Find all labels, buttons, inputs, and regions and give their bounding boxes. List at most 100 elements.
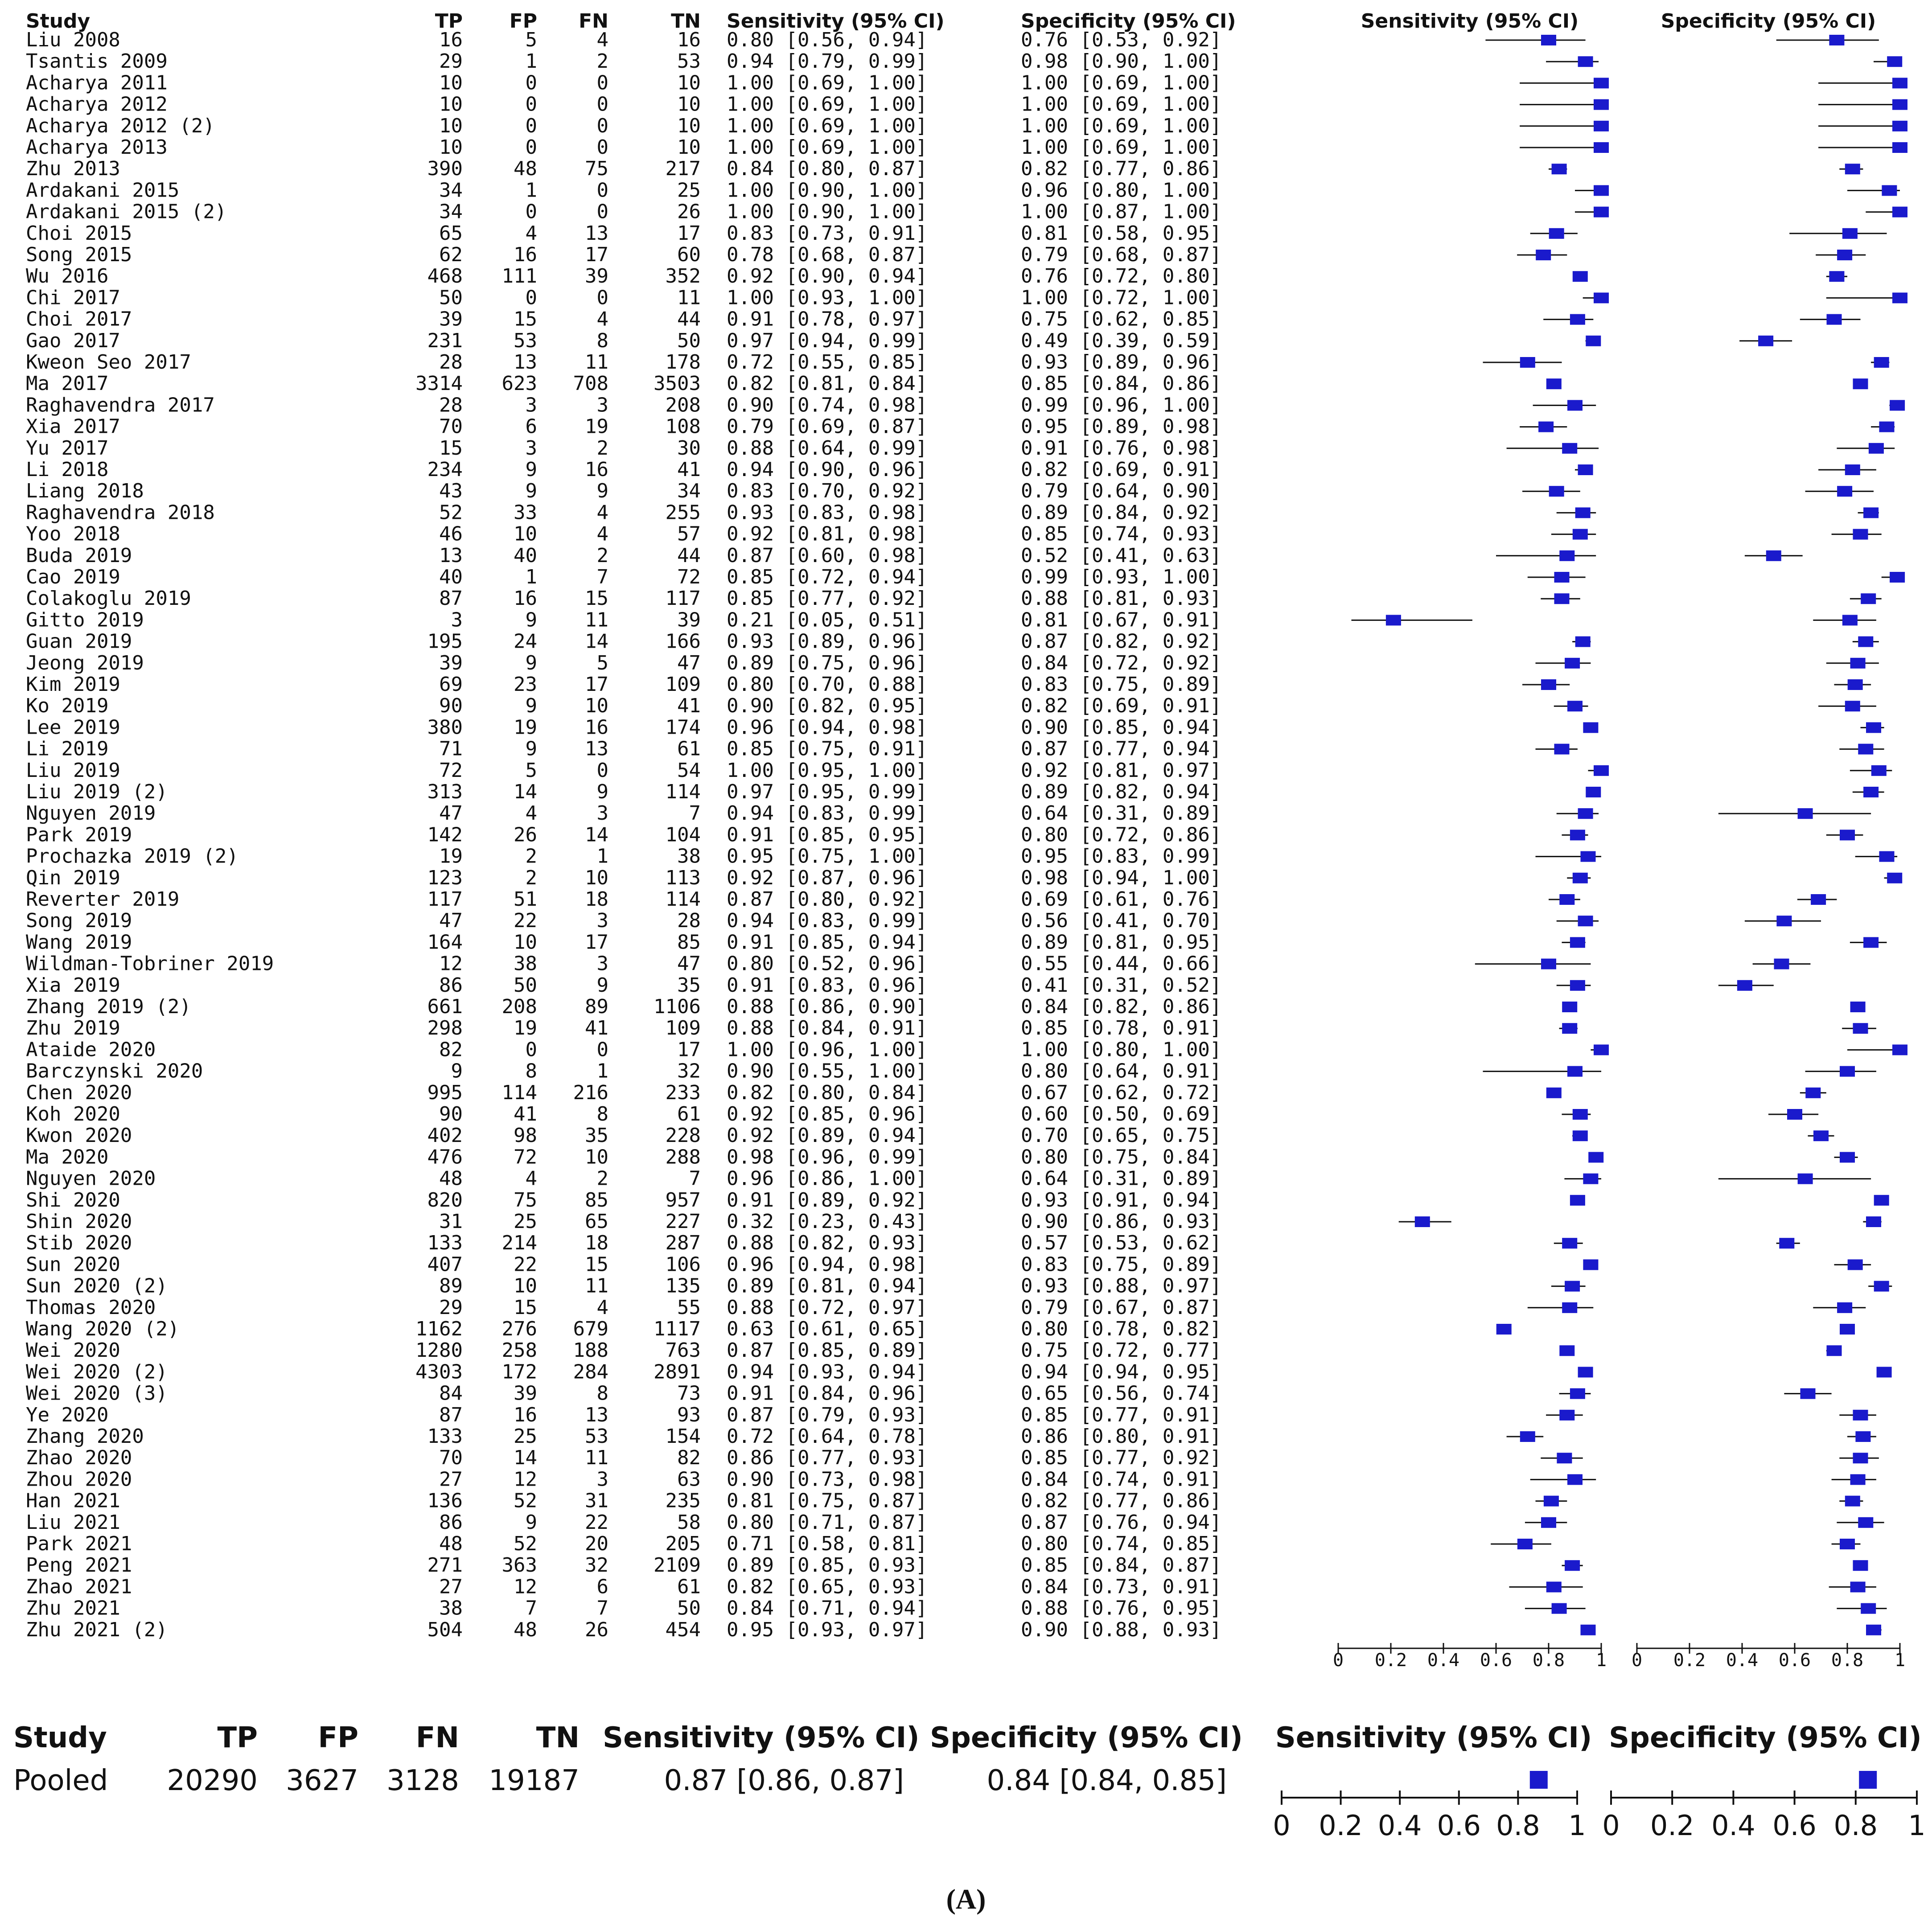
tn-value: 93 [677,1404,701,1426]
tn-value: 454 [666,1618,701,1641]
sensitivity-ci-text: 0.80 [0.52, 0.96] [727,953,927,975]
fn-value: 216 [573,1081,608,1104]
table-row: Ardakani 2015 (2) 34 0 0 26 1.00 [0.90, 1.00]… [26,201,1221,223]
tn-value: 17 [677,222,701,245]
tn-value: 1106 [654,995,701,1018]
sensitivity-ci-text: 0.95 [0.93, 0.97] [727,1618,927,1641]
specificity-ci-text: 1.00 [0.69, 1.00] [1021,71,1221,94]
fp-value: 208 [502,995,537,1018]
fp-value: 51 [514,888,537,911]
tn-value: 44 [677,308,701,331]
fn-value: 0 [597,759,609,782]
point-estimate-marker [1863,507,1879,518]
fn-value: 1 [597,1060,609,1083]
study-name: Lee 2019 [26,716,120,739]
specificity-ci-text: 0.85 [0.74, 0.93] [1021,523,1221,546]
x-tick-label: 0.8 [1831,1650,1863,1671]
specificity-ci-text: 1.00 [0.80, 1.00] [1021,1038,1221,1061]
table-row: Koh 2020 90 41 8 61 0.92 [0.85, 0.96] 0.60 [0.… [26,1103,1221,1125]
tn-value: 117 [666,587,701,610]
sensitivity-ci-text: 1.00 [0.69, 1.00] [727,136,927,159]
table-row: Xia 2017 70 6 19 108 0.79 [0.69, 0.87] 0.95 [0… [26,415,1221,438]
fn-value: 0 [597,201,609,223]
tp-value: 10 [439,115,463,137]
tn-value: 1117 [654,1318,701,1340]
table-row: Ardakani 2015 34 1 0 25 1.00 [0.90, 1.00] 0.96… [26,179,1221,201]
pooled-specificity-plot: 0 0.2 0.4 0.6 0.8 1 [1602,1771,1926,1842]
fp-value: 25 [514,1425,537,1448]
fn-value: 0 [597,115,609,137]
study-name: Han 2021 [26,1490,120,1512]
table-row: Reverter 2019 117 51 18 114 0.87 [0.80, 0.92]… [26,888,1221,911]
table-row: Zhu 2019 298 19 41 109 0.88 [0.84, 0.91] 0.85 … [26,1017,1221,1039]
point-estimate-marker [1572,271,1588,282]
fp-value: 10 [514,931,537,953]
tp-value: 46 [439,523,463,546]
table-row: Wildman-Tobriner 2019 12 38 3 47 0.80 [0.52, … [26,953,1221,975]
sensitivity-ci-text: 0.84 [0.80, 0.87] [727,157,927,180]
table-row: Yoo 2018 46 10 4 57 0.92 [0.81, 0.98] 0.85 [0.… [26,523,1221,546]
specificity-ci-text: 0.88 [0.76, 0.95] [1021,1597,1221,1620]
fn-value: 17 [585,243,608,266]
point-estimate-marker [1570,314,1585,325]
fp-value: 0 [526,71,538,94]
tn-value: 2109 [654,1554,701,1577]
fn-value: 2 [597,437,609,460]
fn-value: 11 [585,1275,608,1298]
study-name: Zhu 2019 [26,1017,120,1039]
fp-value: 10 [514,523,537,546]
tn-value: 38 [677,845,701,868]
specificity-ci-text: 0.91 [0.76, 0.98] [1021,437,1221,460]
sensitivity-ci-text: 0.91 [0.83, 0.96] [727,974,927,997]
tn-value: 957 [666,1189,701,1212]
fp-value: 3 [526,437,538,460]
tn-value: 50 [677,329,701,352]
study-name: Chi 2017 [26,286,120,309]
point-estimate-marker [1578,1367,1593,1378]
table-row: Qin 2019 123 2 10 113 0.92 [0.87, 0.96] 0.98 [… [26,867,1221,889]
point-estimate-marker [1890,572,1905,583]
pooled-tp: 20290 [167,1764,258,1797]
fp-value: 2 [526,867,538,889]
specificity-ci-text: 0.80 [0.72, 0.86] [1021,823,1221,846]
table-row: Wei 2020 1280 258 188 763 0.87 [0.85, 0.89] 0.… [26,1339,1221,1362]
fn-value: 4 [597,29,609,51]
point-estimate-marker [1850,1002,1866,1012]
sensitivity-ci-text: 0.91 [0.89, 0.92] [727,1189,927,1212]
tn-value: 113 [666,867,701,889]
x-tick-label: 1 [1596,1650,1607,1671]
sensitivity-ci-text: 0.89 [0.75, 0.96] [727,652,927,674]
point-estimate-marker [1859,1771,1877,1789]
tp-value: 82 [439,1038,463,1061]
point-estimate-marker [1826,1345,1842,1356]
pooled-tn: 19187 [489,1764,580,1797]
point-estimate-marker [1580,851,1596,862]
fp-value: 12 [514,1468,537,1491]
pooled-col-header-tp: TP [217,1721,258,1754]
tp-value: 3314 [415,372,463,395]
table-row: Choi 2017 39 15 4 44 0.91 [0.78, 0.97] 0.75 [0… [26,308,1221,331]
fn-value: 85 [585,1189,608,1212]
point-estimate-marker [1538,421,1554,432]
point-estimate-marker [1779,1238,1795,1249]
specificity-ci-text: 0.88 [0.81, 0.93] [1021,587,1221,610]
tp-value: 29 [439,1296,463,1319]
fn-value: 11 [585,1446,608,1469]
fp-value: 52 [514,1532,537,1555]
pooled-fp: 3627 [286,1764,358,1797]
specificity-ci-text: 0.80 [0.75, 0.84] [1021,1146,1221,1168]
specificity-ci-text: 0.81 [0.67, 0.91] [1021,608,1221,631]
point-estimate-marker [1551,1603,1567,1614]
tn-value: 30 [677,437,701,460]
fp-value: 41 [514,1103,537,1125]
col-header-specificity: Specificity (95% CI) [1021,10,1236,33]
fn-value: 679 [573,1318,608,1340]
tp-value: 19 [439,845,463,868]
table-row: Zhu 2021 38 7 7 50 0.84 [0.71, 0.94] 0.88 [0.7… [26,1597,1221,1620]
study-name: Liu 2019 [26,759,120,782]
fp-value: 15 [514,1296,537,1319]
point-estimate-marker [1549,486,1564,497]
fn-value: 53 [585,1425,608,1448]
specificity-ci-text: 0.83 [0.75, 0.89] [1021,1253,1221,1276]
x-tick-label: 1 [1908,1809,1925,1842]
